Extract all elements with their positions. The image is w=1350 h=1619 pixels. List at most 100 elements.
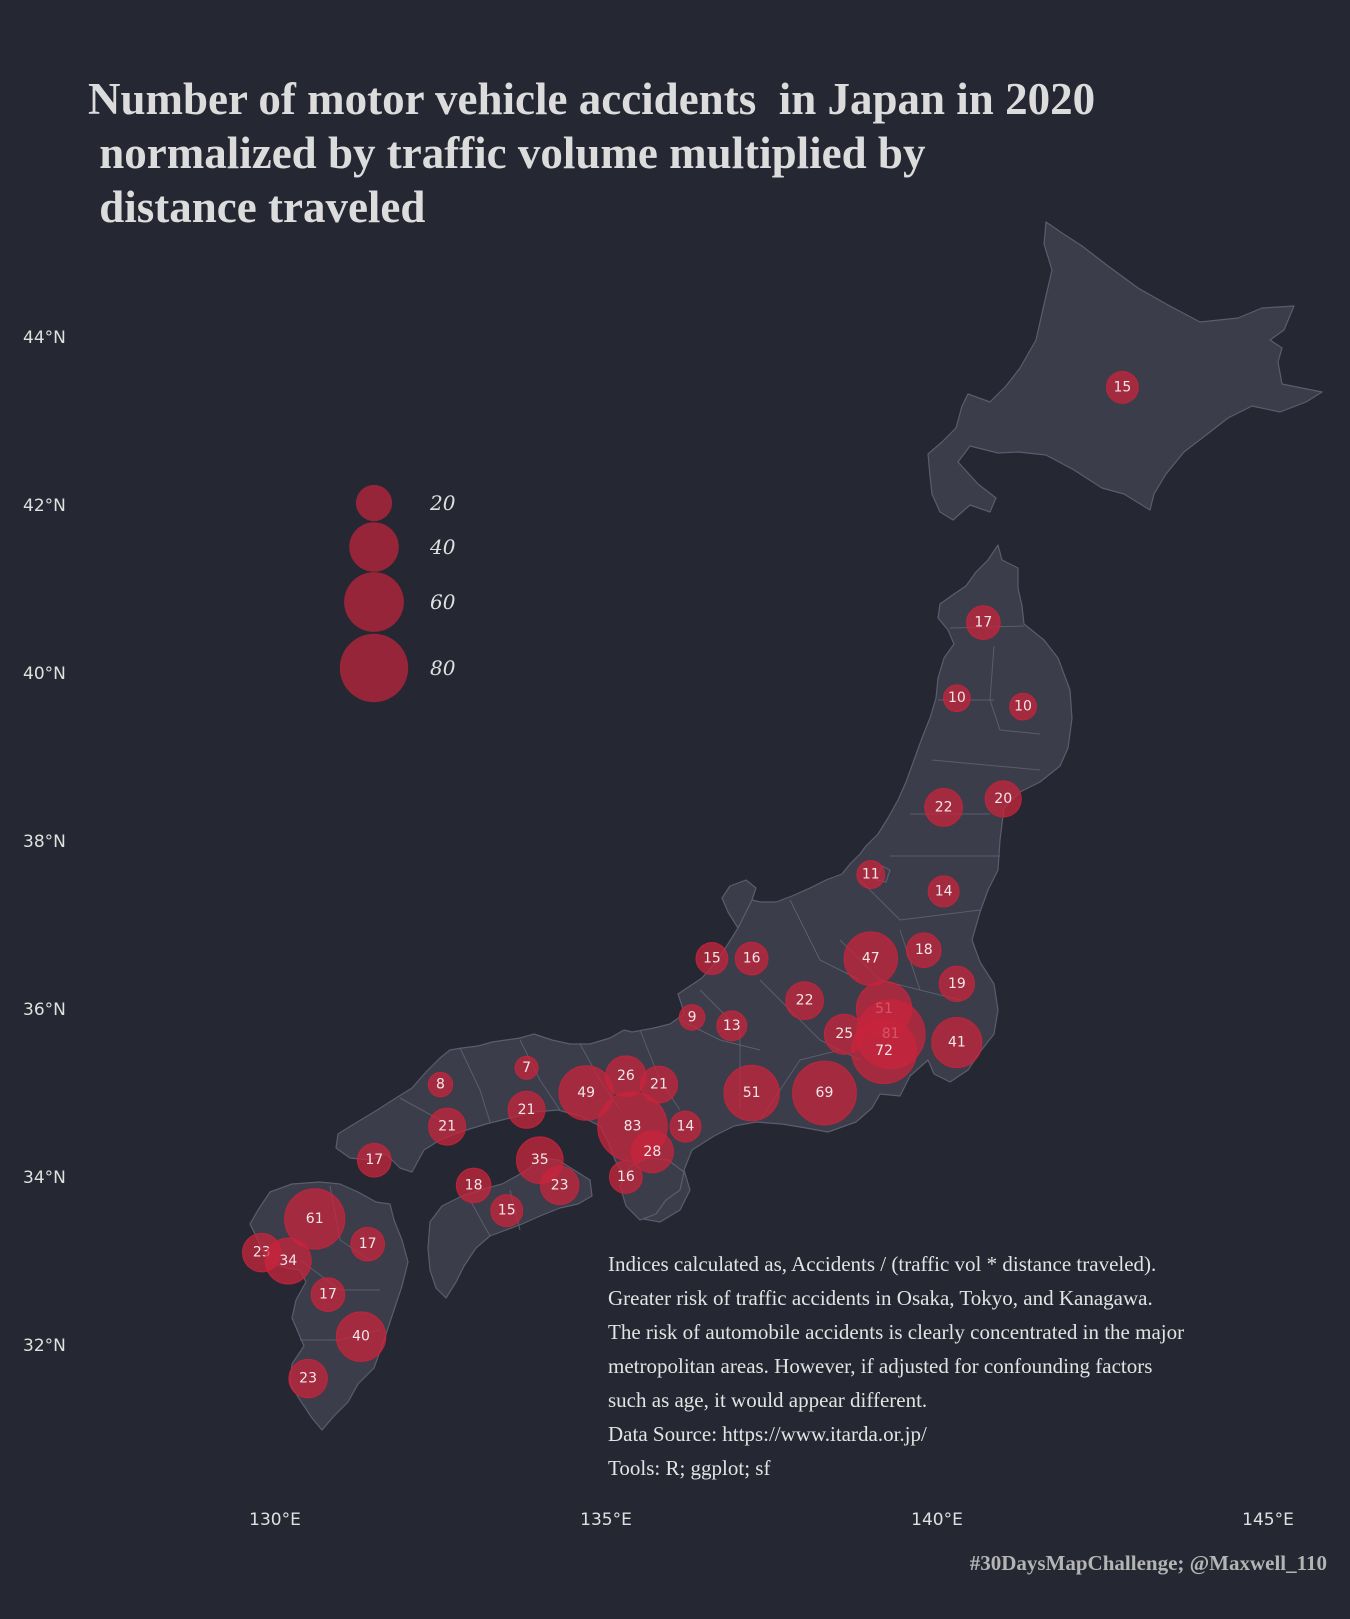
bubble-value-label: 47 — [862, 951, 880, 967]
accident-bubble — [823, 1013, 865, 1055]
note-line: Indices calculated as, Accidents / (traf… — [608, 1252, 1157, 1276]
bubble-value-label: 11 — [862, 867, 880, 883]
title-line: normalized by traffic volume multiplied … — [88, 128, 926, 178]
note-line: metropolitan areas. However, if adjusted… — [608, 1354, 1153, 1378]
accident-bubble — [608, 1160, 643, 1194]
accident-bubble — [350, 1226, 386, 1262]
data-source-line: Data Source: https://www.itarda.or.jp/ — [608, 1422, 927, 1446]
bubble-value-label: 72 — [875, 1043, 893, 1059]
accident-bubble — [938, 965, 976, 1002]
accident-bubble — [428, 1107, 467, 1146]
bubble-value-label: 26 — [617, 1068, 635, 1084]
accident-bubble — [1105, 370, 1139, 404]
accident-bubble — [356, 1142, 392, 1178]
legend-bubble — [355, 484, 393, 522]
accident-bubble — [630, 1130, 674, 1174]
map-title: Number of motor vehicle accidents in Jap… — [88, 72, 1288, 234]
bubble-value-label: 19 — [948, 976, 966, 992]
bubble-value-label: 25 — [835, 1026, 853, 1042]
accident-bubble — [514, 1055, 539, 1080]
accident-bubble — [558, 1065, 614, 1121]
note-line: The risk of automobile accidents is clea… — [608, 1320, 1185, 1344]
bubble-value-label: 35 — [531, 1152, 549, 1168]
bubble-value-label: 21 — [518, 1102, 536, 1118]
bubble-value-label: 17 — [319, 1287, 337, 1303]
legend-label: 40 — [429, 535, 456, 559]
bubble-value-label: 28 — [643, 1144, 661, 1160]
lat-tick-label: 38°N — [23, 832, 66, 852]
accident-bubble — [716, 1010, 748, 1042]
accident-bubble — [927, 875, 960, 908]
accident-bubble — [335, 1311, 387, 1362]
bubble-value-label: 69 — [816, 1085, 834, 1101]
title-line: distance traveled — [88, 182, 426, 232]
title-line: Number of motor vehicle accidents in Jap… — [88, 74, 1096, 124]
latitude-axis: 44°N 42°N 40°N 38°N 36°N 34°N 32°N — [23, 328, 66, 1356]
accident-bubble — [734, 941, 769, 976]
bubble-value-label: 21 — [650, 1077, 668, 1093]
bubble-value-label: 49 — [577, 1085, 595, 1101]
noto-peninsula — [721, 879, 757, 929]
tools-line: Tools: R; ggplot; sf — [608, 1456, 771, 1480]
lon-tick-label: 140°E — [911, 1510, 963, 1530]
legend-bubble — [349, 522, 399, 572]
bubble-value-label: 18 — [915, 942, 933, 958]
accident-bubble — [1009, 692, 1037, 721]
lon-tick-label: 130°E — [249, 1510, 301, 1530]
bubble-value-label: 20 — [994, 791, 1012, 807]
lat-tick-label: 34°N — [23, 1168, 66, 1188]
bubble-value-label: 14 — [935, 883, 953, 899]
lat-tick-label: 40°N — [23, 664, 66, 684]
size-legend: 20 40 60 80 — [339, 484, 456, 703]
accident-bubble — [427, 1071, 454, 1098]
note-line: Greater risk of traffic accidents in Osa… — [608, 1286, 1153, 1310]
bubble-value-label: 22 — [935, 799, 953, 815]
bubble-value-label: 41 — [948, 1035, 966, 1051]
accident-bubble — [695, 942, 729, 976]
bubble-value-label: 23 — [299, 1371, 317, 1387]
lon-tick-label: 135°E — [580, 1510, 632, 1530]
bubble-value-label: 15 — [1113, 379, 1131, 395]
bubble-value-label: 51 — [743, 1085, 761, 1101]
bubble-value-label: 16 — [743, 951, 761, 967]
bubble-value-label: 21 — [438, 1119, 456, 1135]
lat-tick-label: 32°N — [23, 1336, 66, 1356]
accident-bubble — [455, 1167, 492, 1204]
bubble-value-label: 10 — [1014, 699, 1032, 715]
accident-bubble — [942, 684, 971, 713]
bubble-value-label: 8 — [436, 1077, 445, 1093]
accident-bubble — [856, 860, 886, 890]
accident-bubble — [264, 1237, 312, 1285]
bubble-value-label: 40 — [352, 1329, 370, 1345]
bubble-value-label: 10 — [948, 690, 966, 706]
bubble-value-label: 9 — [688, 1009, 697, 1025]
legend-bubble — [344, 572, 404, 632]
bubble-value-label: 13 — [723, 1018, 741, 1034]
accident-bubble — [723, 1064, 780, 1122]
lat-tick-label: 36°N — [23, 1000, 66, 1020]
bubble-value-label: 34 — [279, 1253, 297, 1269]
accident-bubble — [984, 780, 1022, 818]
bubble-value-label: 83 — [624, 1119, 642, 1135]
note-line: such as age, it would appear different. — [608, 1388, 928, 1412]
bubble-value-label: 16 — [617, 1169, 635, 1185]
legend-bubble — [339, 633, 409, 703]
accident-bubble — [931, 1017, 983, 1069]
accident-bubble — [539, 1165, 580, 1206]
accident-bubble — [965, 605, 1001, 640]
lon-tick-label: 145°E — [1242, 1510, 1294, 1530]
notes-block: Indices calculated as, Accidents / (traf… — [608, 1247, 1308, 1485]
bubble-value-label: 15 — [498, 1203, 516, 1219]
legend-label: 80 — [430, 656, 456, 680]
bubble-value-label: 23 — [551, 1177, 569, 1193]
accident-bubble — [924, 788, 964, 827]
accident-bubble — [678, 1004, 706, 1031]
bubble-value-label: 17 — [365, 1152, 383, 1168]
bubble-value-label: 22 — [796, 993, 814, 1009]
accident-bubble — [288, 1358, 328, 1399]
accident-bubble — [905, 932, 942, 968]
bubble-value-label: 17 — [974, 615, 992, 631]
credit-line: #30DaysMapChallenge; @Maxwell_110 — [969, 1551, 1327, 1575]
bubble-value-label: 18 — [465, 1177, 483, 1193]
